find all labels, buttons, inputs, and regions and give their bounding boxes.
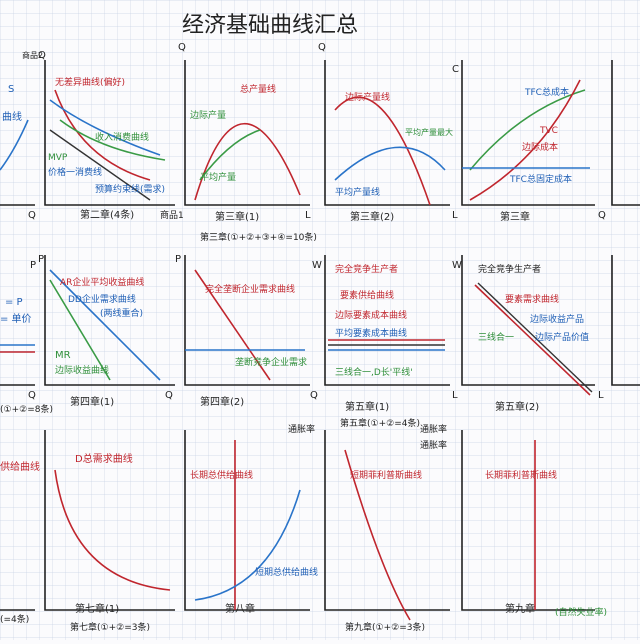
caption: 第三章(①+②+③+④=10条) xyxy=(200,231,317,243)
axis-label: Q xyxy=(310,390,318,401)
label: 边际要素成本曲线 xyxy=(335,309,407,321)
caption: 第四章(2) xyxy=(200,395,244,408)
label: 边际收益曲线 xyxy=(55,364,109,376)
label: 短期菲利普斯曲线 xyxy=(350,469,422,481)
axis-label: P xyxy=(30,260,36,271)
axes xyxy=(0,60,640,611)
label: MR xyxy=(55,350,71,361)
caption: 第五章(2) xyxy=(495,400,539,413)
label: MVP xyxy=(48,153,68,163)
label: 曲线 xyxy=(2,110,22,123)
axis-label: P xyxy=(175,254,181,265)
label: 短期总供给曲线 xyxy=(255,566,318,578)
axis-label: P xyxy=(38,254,44,265)
axis-label: 商品2 xyxy=(22,50,43,60)
caption: 第二章(4条) xyxy=(80,208,134,221)
label: (自然失业率) xyxy=(555,606,607,618)
caption: 第五章(①+②=4条) xyxy=(340,417,420,429)
label: 平均产量 xyxy=(200,171,236,183)
label: 边际收益产品 xyxy=(530,313,584,325)
label: 垄断竞争企业需求 xyxy=(235,356,307,368)
label: 要素供给曲线 xyxy=(340,289,394,301)
axis-label: 通胀率 xyxy=(420,423,447,435)
label: 预算约束线(需求) xyxy=(95,183,165,195)
caption: (=4条) xyxy=(0,613,29,625)
label: DD企业需求曲线 xyxy=(68,293,136,305)
label: 长期菲利普斯曲线 xyxy=(485,469,557,481)
label: TVC xyxy=(539,126,558,136)
label: D总需求曲线 xyxy=(75,452,133,465)
label: 完全竞争生产者 xyxy=(478,263,541,275)
axis-label: L xyxy=(452,390,458,401)
label: 边际产量线 xyxy=(345,91,390,103)
axis-label: Q xyxy=(178,42,186,53)
label: (两线重合) xyxy=(100,307,143,319)
label: 总产量线 xyxy=(240,83,276,95)
label: 供给曲线 xyxy=(0,460,40,473)
caption: (①+②=8条) xyxy=(0,403,53,415)
label: 边际产品价值 xyxy=(535,331,589,343)
title: 经济基础曲线汇总 xyxy=(182,13,358,38)
label: 完全垄断企业需求曲线 xyxy=(205,283,295,295)
caption: 第四章(1) xyxy=(70,395,114,408)
caption: 第九章(①+②=3条) xyxy=(345,621,425,633)
label: TFC总固定成本 xyxy=(509,173,572,185)
label: 边际产量 xyxy=(190,109,226,121)
axis-label: 通胀率 xyxy=(288,423,315,435)
label: 平均产量最大 xyxy=(405,127,453,137)
label: S xyxy=(8,84,14,95)
label: 收入消费曲线 xyxy=(95,131,149,143)
axis-label: L xyxy=(452,210,458,221)
label: 价格一消费线 xyxy=(48,166,102,178)
caption: 第七章(①+②=3条) xyxy=(70,621,150,633)
caption: 第三章(2) xyxy=(350,210,394,223)
caption: 第七章(1) xyxy=(75,602,119,615)
axis-label: Q xyxy=(38,50,46,61)
axis-label: W xyxy=(312,260,322,271)
label: TFC总成本 xyxy=(524,86,569,98)
axis-label: Q xyxy=(165,390,173,401)
axis-label: L xyxy=(598,390,604,401)
caption: 第五章(1) xyxy=(345,400,389,413)
axis-label: 通胀率 xyxy=(420,439,447,451)
caption: 第九章 xyxy=(505,602,535,615)
axis-label: 商品1 xyxy=(160,209,184,221)
label: 三线合一 xyxy=(478,331,514,343)
label: 要素需求曲线 xyxy=(505,293,559,305)
label: 边际成本 xyxy=(522,141,558,153)
axis-label: Q xyxy=(598,210,606,221)
label: 三线合一,D长'平线' xyxy=(335,366,413,378)
label: = P xyxy=(5,297,23,308)
caption: 第三章(1) xyxy=(215,210,259,223)
axis-label: Q xyxy=(318,42,326,53)
label: 无差异曲线(偏好) xyxy=(55,76,125,88)
label: = 单价 xyxy=(0,313,32,325)
caption: 第八章 xyxy=(225,602,255,615)
label: AR企业平均收益曲线 xyxy=(60,276,144,288)
label: 长期总供给曲线 xyxy=(190,469,253,481)
axis-label: C xyxy=(452,64,459,75)
axis-label: Q xyxy=(28,210,36,221)
label: 完全竞争生产者 xyxy=(335,263,398,275)
axis-label: L xyxy=(305,210,311,221)
label: 平均产量线 xyxy=(335,186,380,198)
label: 平均要素成本曲线 xyxy=(335,327,407,339)
curves xyxy=(0,79,593,621)
caption: 第三章 xyxy=(500,210,530,223)
axis-label: W xyxy=(452,260,462,271)
axis-label: Q xyxy=(28,390,36,401)
